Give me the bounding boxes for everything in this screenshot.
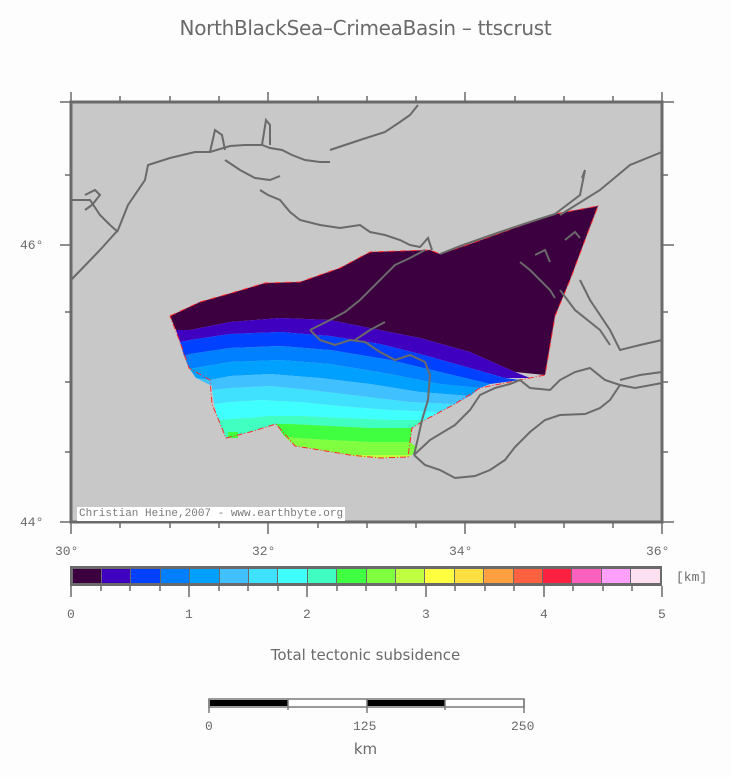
x-ticks bbox=[70, 92, 663, 534]
x-tick-label: 34° bbox=[449, 544, 473, 559]
color-swatch bbox=[631, 569, 660, 583]
color-swatch bbox=[395, 569, 425, 583]
y-ticks bbox=[60, 101, 674, 523]
color-swatch bbox=[366, 569, 395, 583]
color-swatch bbox=[307, 569, 337, 583]
color-swatch bbox=[337, 569, 366, 583]
color-swatch bbox=[160, 569, 190, 583]
color-swatch bbox=[454, 569, 484, 583]
colorbar-tick-label: 5 bbox=[658, 607, 666, 622]
basin-outline bbox=[169, 205, 599, 459]
colorbar-ticks bbox=[70, 586, 663, 597]
colorbar-tick-label: 4 bbox=[540, 607, 548, 622]
x-tick-label: 30° bbox=[55, 544, 79, 559]
credit-label: Christian Heine,2007 - www.earthbyte.org bbox=[77, 507, 346, 521]
colorbar-title: Total tectonic subsidence bbox=[270, 646, 461, 664]
color-swatch bbox=[101, 569, 131, 583]
scalebar-unit: km bbox=[353, 740, 378, 758]
color-swatch bbox=[190, 569, 219, 583]
color-swatch bbox=[572, 569, 601, 583]
color-swatch bbox=[72, 569, 101, 583]
scalebar-label: 0 bbox=[205, 719, 213, 734]
x-tick-label: 32° bbox=[252, 544, 276, 559]
map-title: NorthBlackSea–CrimeaBasin – ttscrust bbox=[179, 16, 552, 40]
colorbar-tick-label: 2 bbox=[303, 607, 311, 622]
coastlines bbox=[70, 104, 663, 480]
color-swatch bbox=[484, 569, 513, 583]
subsidence-grid bbox=[170, 206, 598, 458]
colorbar-tick-label: 0 bbox=[67, 607, 75, 622]
scale-bar bbox=[208, 698, 525, 713]
color-swatch bbox=[248, 569, 278, 583]
scalebar-label: 250 bbox=[511, 719, 535, 734]
colorbar-tick-label: 1 bbox=[185, 607, 193, 622]
y-tick-label: 44° bbox=[20, 515, 44, 530]
color-swatch bbox=[219, 569, 248, 583]
color-swatch bbox=[131, 569, 160, 583]
colorbar-tick-label: 3 bbox=[422, 607, 430, 622]
color-swatch bbox=[513, 569, 542, 583]
x-tick-label: 36° bbox=[646, 544, 670, 559]
color-swatch bbox=[601, 569, 631, 583]
color-swatch bbox=[278, 569, 307, 583]
color-swatch bbox=[543, 569, 572, 583]
y-tick-label: 46° bbox=[20, 238, 44, 253]
colorbar-unit: [km] bbox=[676, 570, 708, 585]
color-swatch bbox=[425, 569, 454, 583]
colorbar bbox=[70, 566, 662, 586]
scalebar-label: 125 bbox=[353, 719, 377, 734]
